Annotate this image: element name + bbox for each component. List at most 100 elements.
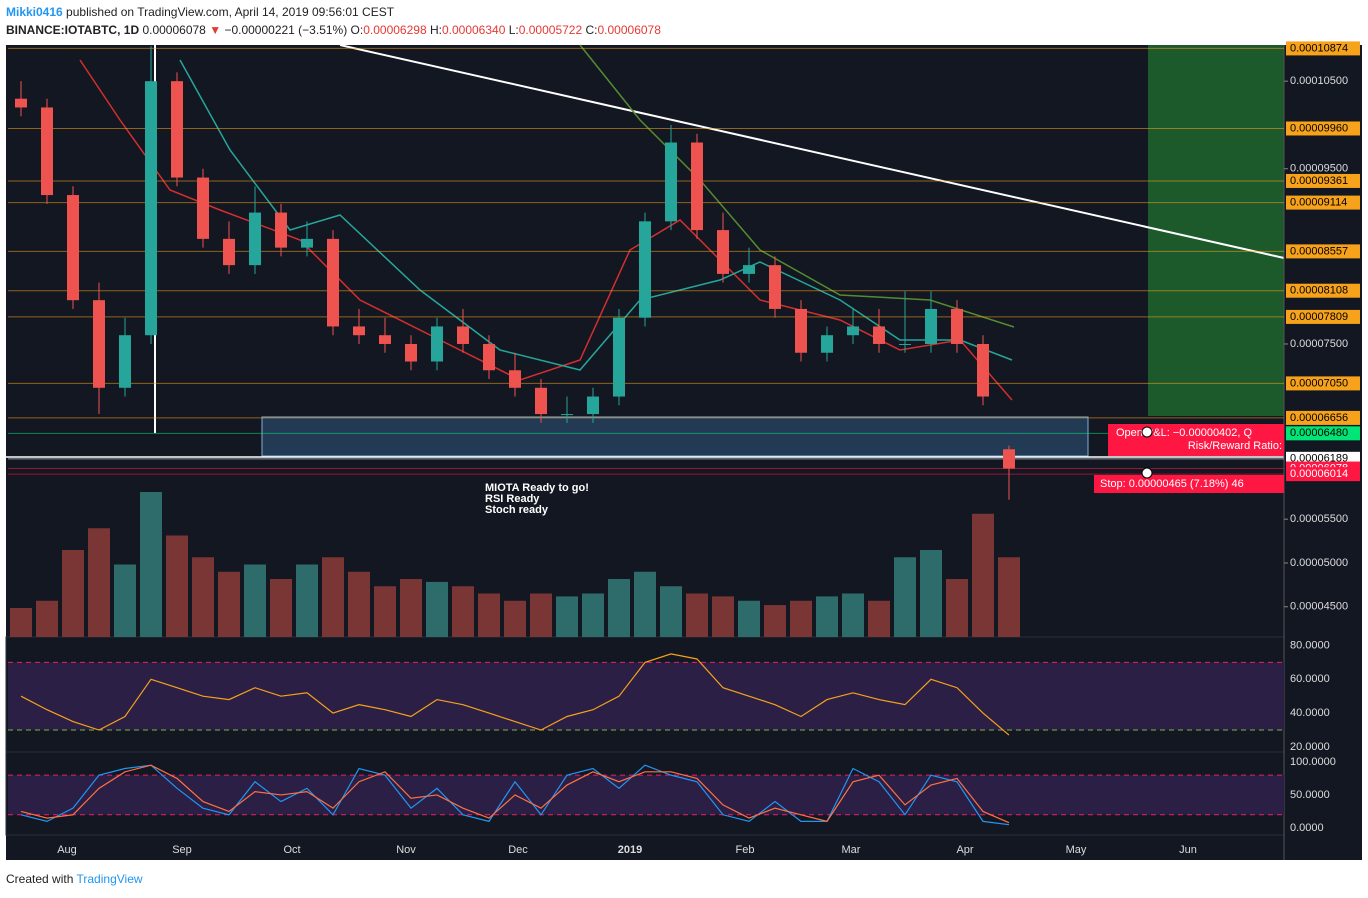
level-label: 0.00008557 bbox=[1290, 245, 1348, 257]
y-tick-label: 0.00004500 bbox=[1290, 601, 1348, 613]
symbol: BINANCE:IOTABTC, 1D bbox=[6, 23, 140, 37]
level-tag bbox=[1286, 467, 1360, 482]
ma-fast bbox=[79, 59, 1013, 401]
volume-bar bbox=[296, 564, 318, 637]
trendline bbox=[339, 44, 1285, 259]
candle-body bbox=[717, 230, 729, 274]
volume-bar bbox=[218, 571, 240, 637]
volume-bar bbox=[166, 535, 188, 637]
volume-bar bbox=[998, 557, 1020, 637]
volume-bar bbox=[894, 557, 916, 637]
volume-bar bbox=[582, 593, 604, 637]
handle[interactable] bbox=[1141, 426, 1153, 438]
volume-bar bbox=[452, 586, 474, 637]
candle-body bbox=[691, 142, 703, 231]
candle-body bbox=[847, 326, 859, 336]
candle-body bbox=[509, 370, 521, 388]
volume-bar bbox=[270, 579, 292, 637]
handle[interactable] bbox=[1141, 467, 1153, 479]
brand[interactable]: TradingView bbox=[76, 872, 143, 886]
volume-bar bbox=[478, 593, 500, 637]
candle-body bbox=[197, 177, 209, 239]
rsi-line bbox=[20, 653, 1010, 736]
y-tick-label: 0.00007500 bbox=[1290, 338, 1348, 350]
x-tick-label: May bbox=[1066, 844, 1087, 856]
volume-bar bbox=[114, 564, 136, 637]
volume-bar bbox=[790, 600, 812, 637]
volume-bar bbox=[972, 513, 994, 637]
candle-body bbox=[561, 414, 573, 416]
x-tick-label: 2019 bbox=[618, 844, 642, 856]
volume-bar bbox=[634, 571, 656, 637]
volume-bar bbox=[842, 593, 864, 637]
created: Created with bbox=[6, 872, 74, 886]
level-label: 0.00007809 bbox=[1290, 311, 1348, 323]
rsi-tick-label: 80.0000 bbox=[1290, 639, 1330, 651]
candle-body bbox=[379, 335, 391, 344]
volume-bar bbox=[322, 557, 344, 637]
candle-body bbox=[483, 343, 495, 371]
x-tick-label: Sep bbox=[172, 844, 192, 856]
volume-bar bbox=[88, 528, 110, 637]
candle-body bbox=[457, 326, 469, 344]
candle-body bbox=[665, 142, 677, 222]
published: published on TradingView.com, April 14, … bbox=[62, 5, 395, 19]
ratio: Risk/Reward Ratio: bbox=[1188, 440, 1282, 452]
level-tag bbox=[1286, 244, 1360, 259]
header: Mikki0416 published on TradingView.com, … bbox=[6, 3, 661, 39]
volume-bar bbox=[920, 550, 942, 637]
annotation: RSI Ready bbox=[485, 493, 540, 505]
chart: MIOTA Ready to go! RSI Ready Stoch ready… bbox=[5, 41, 1362, 860]
o-label: O: bbox=[350, 23, 364, 37]
candle-body bbox=[535, 387, 547, 415]
level-tag bbox=[1286, 283, 1360, 298]
support-box bbox=[261, 416, 1089, 457]
volume-bar bbox=[504, 600, 526, 637]
stoch-line bbox=[20, 764, 1010, 824]
level-label: 0.00006014 bbox=[1290, 468, 1348, 480]
level-tag bbox=[1286, 309, 1360, 324]
pnl-box bbox=[1108, 424, 1284, 456]
c-label: C: bbox=[585, 23, 598, 37]
annotation: Stoch ready bbox=[485, 504, 549, 516]
x-tick-label: Dec bbox=[508, 844, 528, 856]
volume-bar bbox=[426, 581, 448, 637]
volume-bar bbox=[868, 600, 890, 637]
candle-body bbox=[613, 317, 625, 397]
candle-body bbox=[353, 326, 365, 336]
volume-bar bbox=[712, 596, 734, 637]
candle-body bbox=[639, 221, 651, 318]
volume-bar bbox=[816, 596, 838, 637]
candle-body bbox=[223, 238, 235, 266]
volume-bar bbox=[400, 579, 422, 637]
y-tick-label: 0.00010500 bbox=[1290, 75, 1348, 87]
y-tick-label: 0.00009500 bbox=[1290, 163, 1348, 175]
rsi-tick-label: 40.0000 bbox=[1290, 707, 1330, 719]
c: 0.00006078 bbox=[597, 23, 661, 37]
stoch-tick-label: 100.0000 bbox=[1290, 756, 1336, 768]
volume-bar bbox=[764, 605, 786, 637]
x-tick-label: Oct bbox=[283, 844, 300, 856]
y-tick-label: 0.00005500 bbox=[1290, 513, 1348, 525]
x-tick-label: Nov bbox=[396, 844, 416, 856]
level-tag bbox=[1286, 376, 1360, 391]
author[interactable]: Mikki0416 bbox=[6, 5, 63, 19]
level-label: 0.00006480 bbox=[1290, 427, 1348, 439]
rsi-tick-label: 20.0000 bbox=[1290, 741, 1330, 753]
rsi-band bbox=[8, 662, 1284, 731]
volume-bar bbox=[608, 579, 630, 637]
h-label: H: bbox=[429, 23, 442, 37]
candle-body bbox=[327, 238, 339, 327]
level-label: 0.00009361 bbox=[1290, 175, 1348, 187]
level-tag bbox=[1286, 195, 1360, 210]
volume-bar bbox=[946, 579, 968, 637]
rsi-tick-label: 60.0000 bbox=[1290, 673, 1330, 685]
stop-box bbox=[1094, 475, 1284, 493]
stoch-band bbox=[8, 775, 1284, 815]
volume-bar bbox=[556, 596, 578, 637]
level-tag bbox=[1286, 173, 1360, 188]
volume-bar bbox=[140, 492, 162, 637]
candle-body bbox=[145, 81, 157, 336]
y-tick-label: 0.00005000 bbox=[1290, 557, 1348, 569]
